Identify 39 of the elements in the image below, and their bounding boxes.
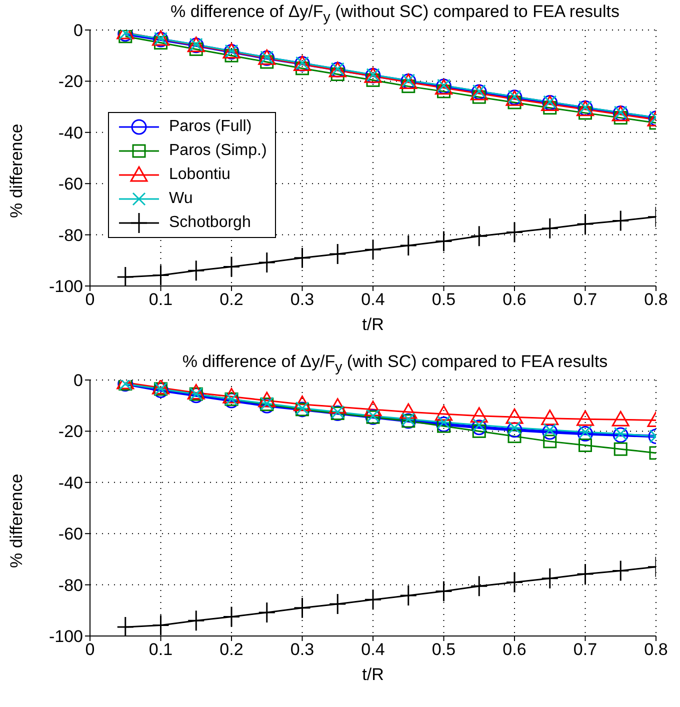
y-tick-label: 0 (74, 371, 83, 390)
y-tick-label: -40 (58, 123, 83, 142)
x-tick-label: 0.8 (644, 640, 668, 660)
x-tick-label: 0.7 (573, 640, 598, 660)
x-tick-label: 0.2 (220, 640, 244, 660)
legend-label: Paros (Full) (169, 118, 252, 136)
x-axis-title: t/R (362, 665, 384, 684)
legend-label: Lobontiu (169, 166, 230, 184)
y-axis-title: % difference (7, 124, 26, 218)
y-tick-label: -80 (58, 226, 83, 245)
y-tick-label: -80 (58, 576, 83, 595)
x-tick-label: 0.1 (148, 290, 173, 310)
x-axis-title: t/R (362, 315, 384, 334)
x-tick-label: 0.3 (290, 640, 314, 660)
x-tick-label: 0.4 (361, 290, 385, 310)
y-tick-label: -60 (58, 524, 83, 544)
x-tick-label: 0.6 (502, 290, 526, 310)
y-tick-label: -40 (58, 473, 83, 492)
legend-label: Wu (169, 190, 193, 208)
y-tick-label: 0 (74, 21, 83, 40)
y-tick-label: -100 (48, 627, 83, 646)
x-tick-label: 0.6 (502, 640, 526, 660)
legend-label: Schotborgh (169, 214, 251, 232)
legend-label: Paros (Simp.) (169, 142, 267, 160)
y-tick-label: -60 (58, 174, 83, 194)
x-tick-label: 0.1 (148, 640, 173, 660)
x-tick-label: 0.7 (573, 290, 598, 310)
y-tick-label: -20 (58, 72, 83, 92)
x-tick-label: 0.4 (361, 640, 385, 660)
x-tick-label: 0.8 (644, 290, 668, 310)
x-tick-label: 0.5 (432, 640, 456, 660)
x-tick-label: 0.2 (220, 290, 244, 310)
chart-title: % difference of Δy/F$_{y}$ (with SC) compared to FEA results (181, 352, 609, 376)
y-tick-label: -100 (48, 277, 83, 296)
chart-title: % difference of Δy/F$_{y}$ (without SC) compared to FEA results (170, 2, 620, 26)
x-tick-label: 0.5 (432, 290, 456, 310)
y-tick-label: -20 (58, 422, 83, 442)
y-axis-title: % difference (7, 474, 26, 568)
x-tick-label: 0.3 (290, 290, 314, 310)
